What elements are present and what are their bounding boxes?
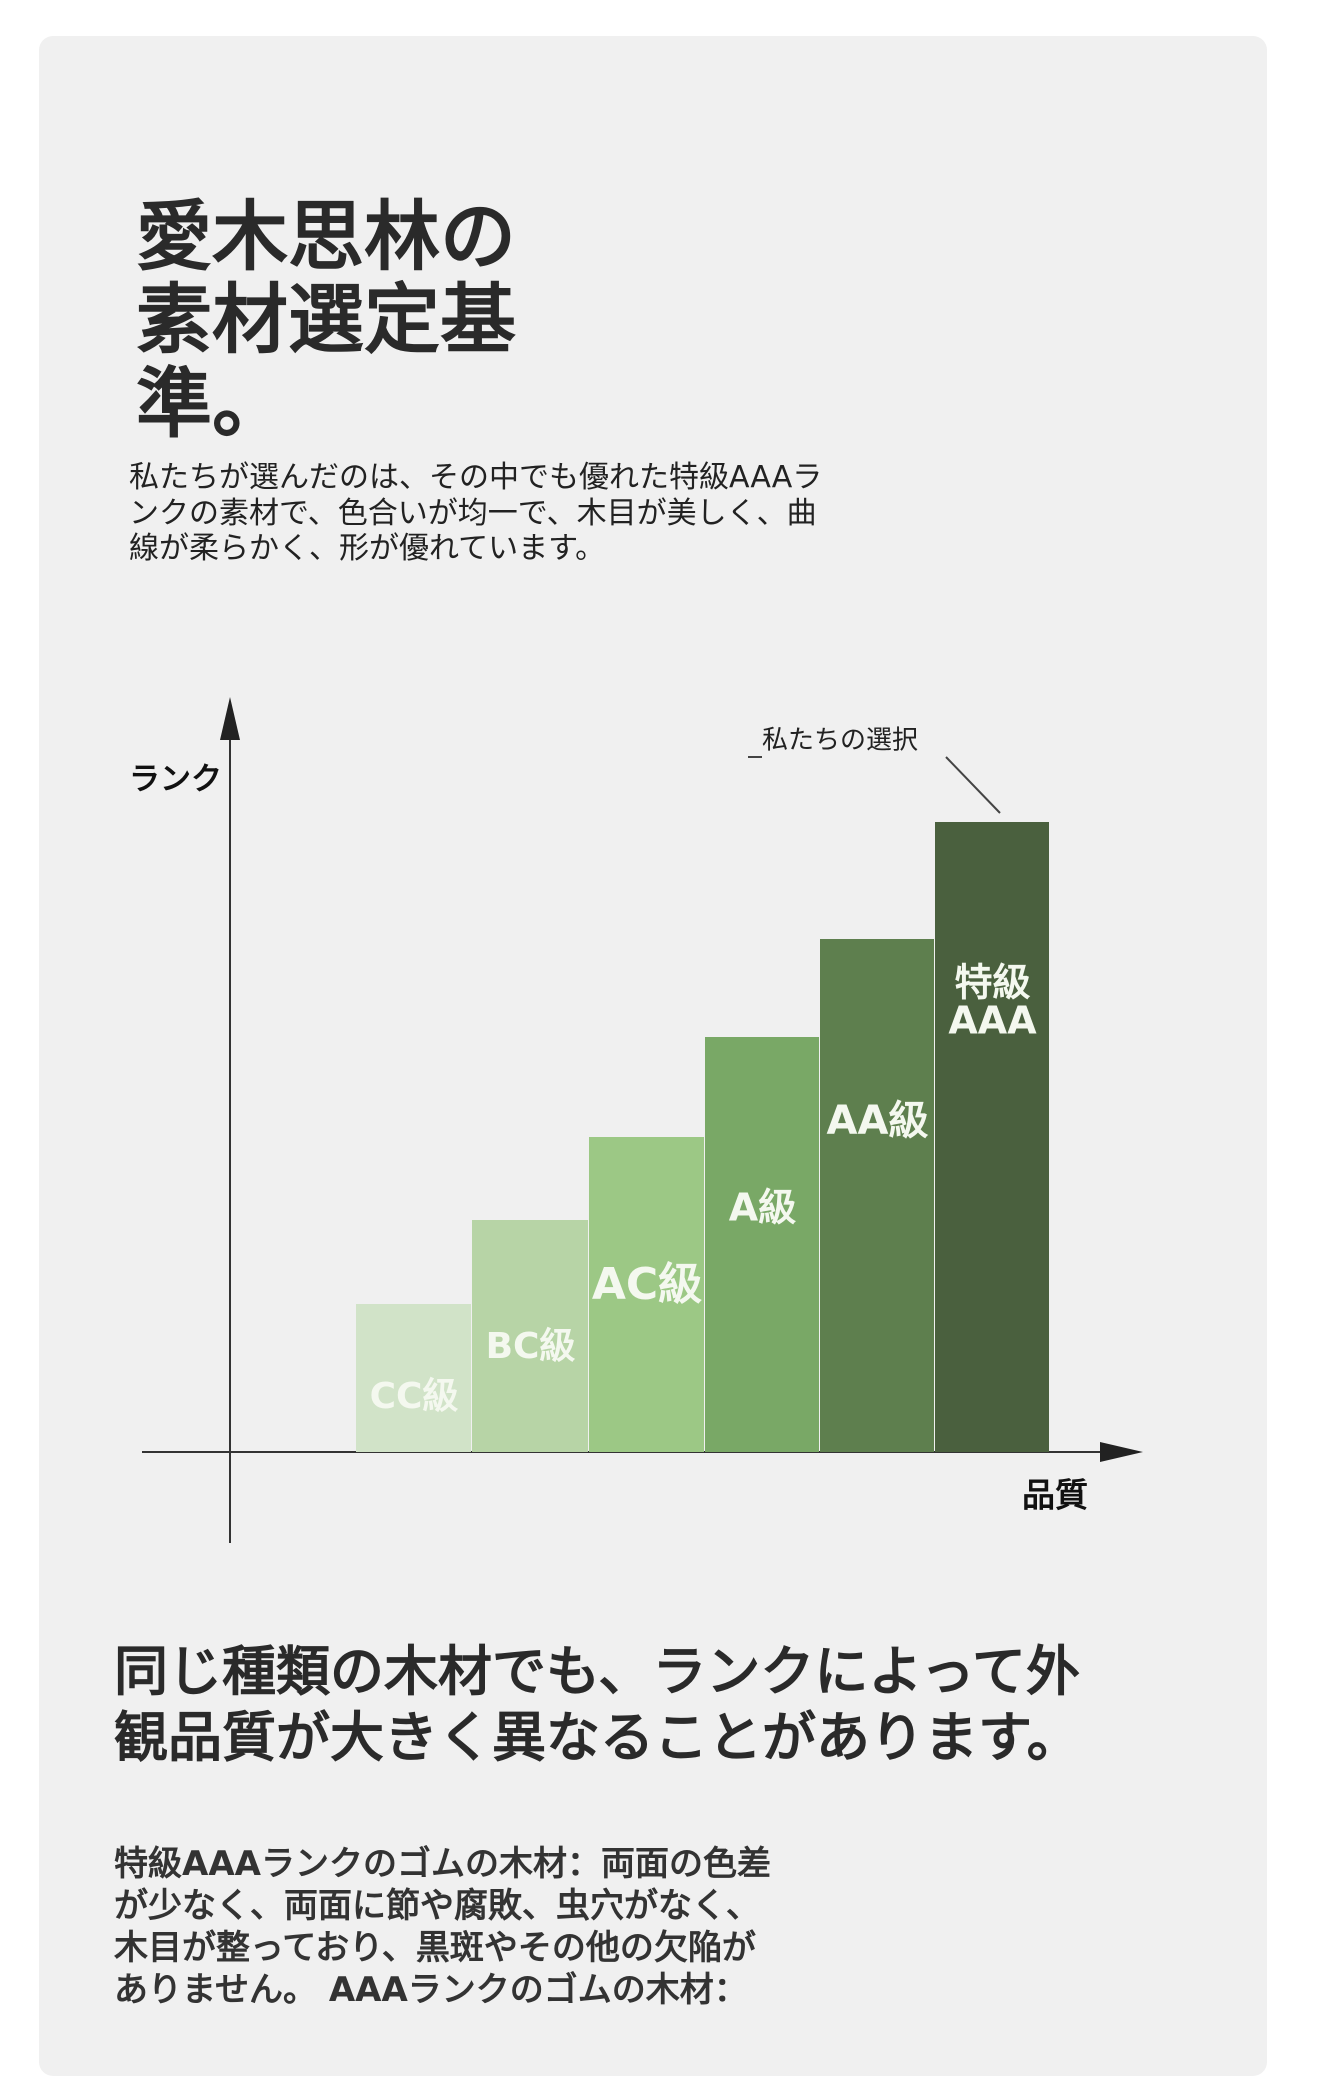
title-line: 素材選定基 (136, 275, 516, 364)
step-label: A級 (729, 1186, 796, 1230)
x-axis-arrow (1100, 1442, 1143, 1462)
rank-diagram: ランク 品質 私たちの選択 CC級 BC級 AC級 A級 AA級 特級AAA (129, 697, 1143, 1543)
intro-line: ンクの素材で、色合いが均一で、木目が美しく、曲 (129, 496, 817, 531)
step-label: BC級 (486, 1326, 576, 1367)
step-bar (935, 822, 1049, 1452)
body-line: 特級AAAランクのゴムの木材：両面の色差 (114, 1844, 771, 1884)
annotation-leader (945, 756, 1001, 814)
title-line: 準。 (136, 359, 288, 448)
step-label: AA級 (827, 1098, 929, 1144)
annotation: 私たちの選択 (762, 726, 918, 756)
step-label: AC級 (592, 1259, 702, 1310)
y-axis-label: ランク (129, 762, 222, 798)
step-bar (705, 1037, 819, 1452)
step-label: AAA (948, 999, 1037, 1043)
step-label: CC級 (370, 1376, 459, 1417)
title-line: 愛木思林の (136, 192, 516, 281)
heading-line: 同じ種類の木材でも、ランクによって外 (114, 1640, 1081, 1703)
step-bar (589, 1137, 704, 1452)
card (39, 36, 1267, 2076)
intro-line: 線が柔らかく、形が優れています。 (129, 531, 606, 566)
body-line: 木目が整っており、黒斑やその他の欠陥が (114, 1928, 756, 1968)
x-axis-label: 品質 (1022, 1476, 1088, 1515)
body-line: が少なく、両面に節や腐敗、虫穴がなく、 (114, 1886, 760, 1926)
y-axis-arrow (220, 697, 240, 740)
step-bar (356, 1304, 471, 1452)
heading-line: 観品質が大きく異なることがあります。 (114, 1706, 1081, 1769)
step-label: 特級 (954, 961, 1030, 1005)
intro-line: 私たちが選んだのは、その中でも優れた特級AAAラ (129, 460, 823, 495)
step-bar (820, 939, 934, 1452)
step-bar (472, 1220, 588, 1452)
body-line: ありません。 AAAランクのゴムの木材： (114, 1970, 748, 2010)
